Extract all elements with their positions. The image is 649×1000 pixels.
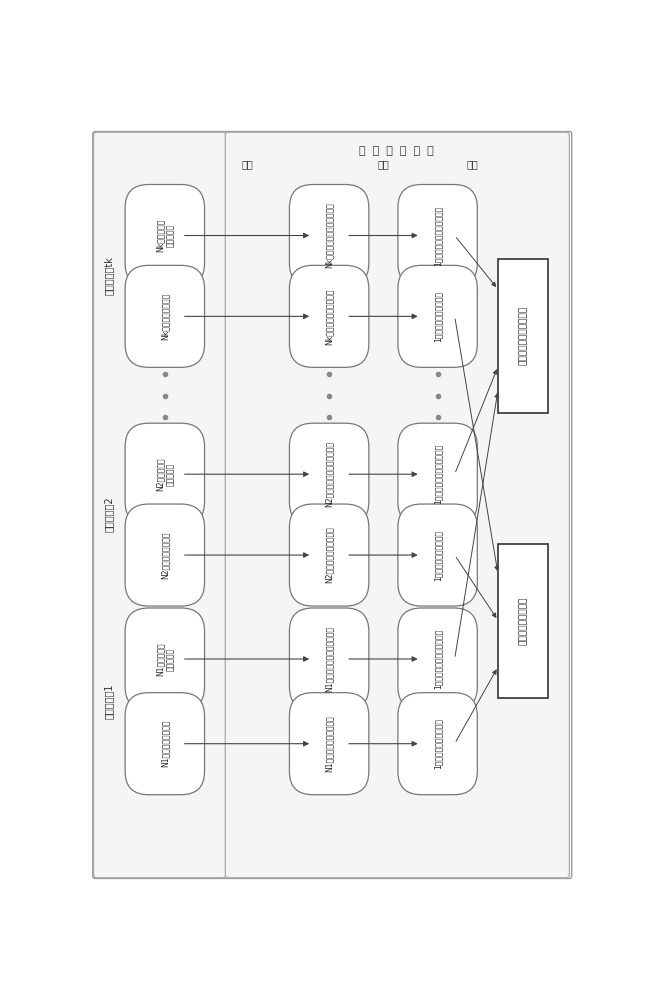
FancyBboxPatch shape	[289, 504, 369, 606]
FancyBboxPatch shape	[398, 504, 477, 606]
FancyBboxPatch shape	[289, 265, 369, 367]
Text: Nk类监测装置
实时数据表: Nk类监测装置 实时数据表	[155, 219, 175, 252]
FancyBboxPatch shape	[125, 423, 204, 525]
Text: 转换: 转换	[378, 160, 389, 170]
Text: Nk张监测装置模型表: Nk张监测装置模型表	[160, 293, 169, 340]
Text: 1张监测装置实时运维数据表: 1张监测装置实时运维数据表	[433, 444, 442, 504]
Text: 1张监测装置运维模型表: 1张监测装置运维模型表	[433, 291, 442, 342]
Bar	[498, 544, 548, 698]
Text: N1张监测装置模型表: N1张监测装置模型表	[160, 720, 169, 767]
Bar	[498, 259, 548, 413]
Text: 1张监测装置实时运维数据表: 1张监测装置实时运维数据表	[433, 629, 442, 689]
FancyBboxPatch shape	[289, 184, 369, 287]
Text: Nk张监测装置模型临时表: Nk张监测装置模型临时表	[324, 288, 334, 345]
FancyBboxPatch shape	[398, 423, 477, 525]
FancyBboxPatch shape	[225, 132, 569, 878]
FancyBboxPatch shape	[289, 423, 369, 525]
FancyBboxPatch shape	[398, 184, 477, 287]
Text: N1张监测装置模型临时表: N1张监测装置模型临时表	[324, 715, 334, 772]
FancyBboxPatch shape	[93, 132, 572, 878]
Text: 运  维  管  控  系  统: 运 维 管 控 系 统	[359, 146, 434, 156]
Text: 1张监测装置实时运维数据表: 1张监测装置实时运维数据表	[433, 205, 442, 266]
Text: 1张监测装置运维模型表: 1张监测装置运维模型表	[433, 530, 442, 581]
FancyBboxPatch shape	[125, 184, 204, 287]
Text: 源专业系统1: 源专业系统1	[103, 684, 113, 719]
FancyBboxPatch shape	[125, 265, 204, 367]
FancyBboxPatch shape	[125, 504, 204, 606]
FancyBboxPatch shape	[398, 693, 477, 795]
FancyBboxPatch shape	[289, 693, 369, 795]
Text: 1张监测装置运维模型表: 1张监测装置运维模型表	[433, 718, 442, 769]
Text: 电网监测装置模型表: 电网监测装置模型表	[519, 596, 528, 645]
FancyBboxPatch shape	[93, 132, 226, 878]
FancyBboxPatch shape	[125, 608, 204, 710]
Text: 抽取: 抽取	[241, 160, 253, 170]
Text: 电网监测装置实时数据表: 电网监测装置实时数据表	[519, 306, 528, 365]
Text: N1类监测装置
实时数据表: N1类监测装置 实时数据表	[155, 642, 175, 676]
Text: N2张监测装置模型临时表: N2张监测装置模型临时表	[324, 527, 334, 583]
Text: N2类监测装置
实时数据表: N2类监测装置 实时数据表	[155, 457, 175, 491]
Text: 源专业系统2: 源专业系统2	[103, 497, 113, 532]
FancyBboxPatch shape	[125, 693, 204, 795]
FancyBboxPatch shape	[289, 608, 369, 710]
Text: N1类监测装置实时数据临时表: N1类监测装置实时数据临时表	[324, 626, 334, 692]
Text: 加载: 加载	[467, 160, 478, 170]
Text: Nk类监测装置实时数据临时表: Nk类监测装置实时数据临时表	[324, 203, 334, 268]
FancyBboxPatch shape	[398, 265, 477, 367]
Text: 源专业系统tk: 源专业系统tk	[103, 256, 113, 295]
Text: N2类监测装置实时数据临时表: N2类监测装置实时数据临时表	[324, 441, 334, 507]
FancyBboxPatch shape	[398, 608, 477, 710]
Text: N2张监测装置模型表: N2张监测装置模型表	[160, 531, 169, 579]
